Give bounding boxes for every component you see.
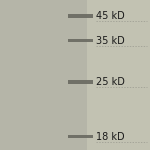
Bar bbox=[68, 135, 93, 138]
Text: 45 kD: 45 kD bbox=[96, 11, 125, 21]
Bar bbox=[68, 80, 93, 84]
Text: 25 kD: 25 kD bbox=[96, 77, 125, 87]
Text: 18 kD: 18 kD bbox=[96, 132, 125, 141]
Bar bbox=[68, 14, 93, 18]
Bar bbox=[68, 39, 93, 42]
Text: 35 kD: 35 kD bbox=[96, 36, 125, 45]
Bar bbox=[0, 0, 87, 150]
